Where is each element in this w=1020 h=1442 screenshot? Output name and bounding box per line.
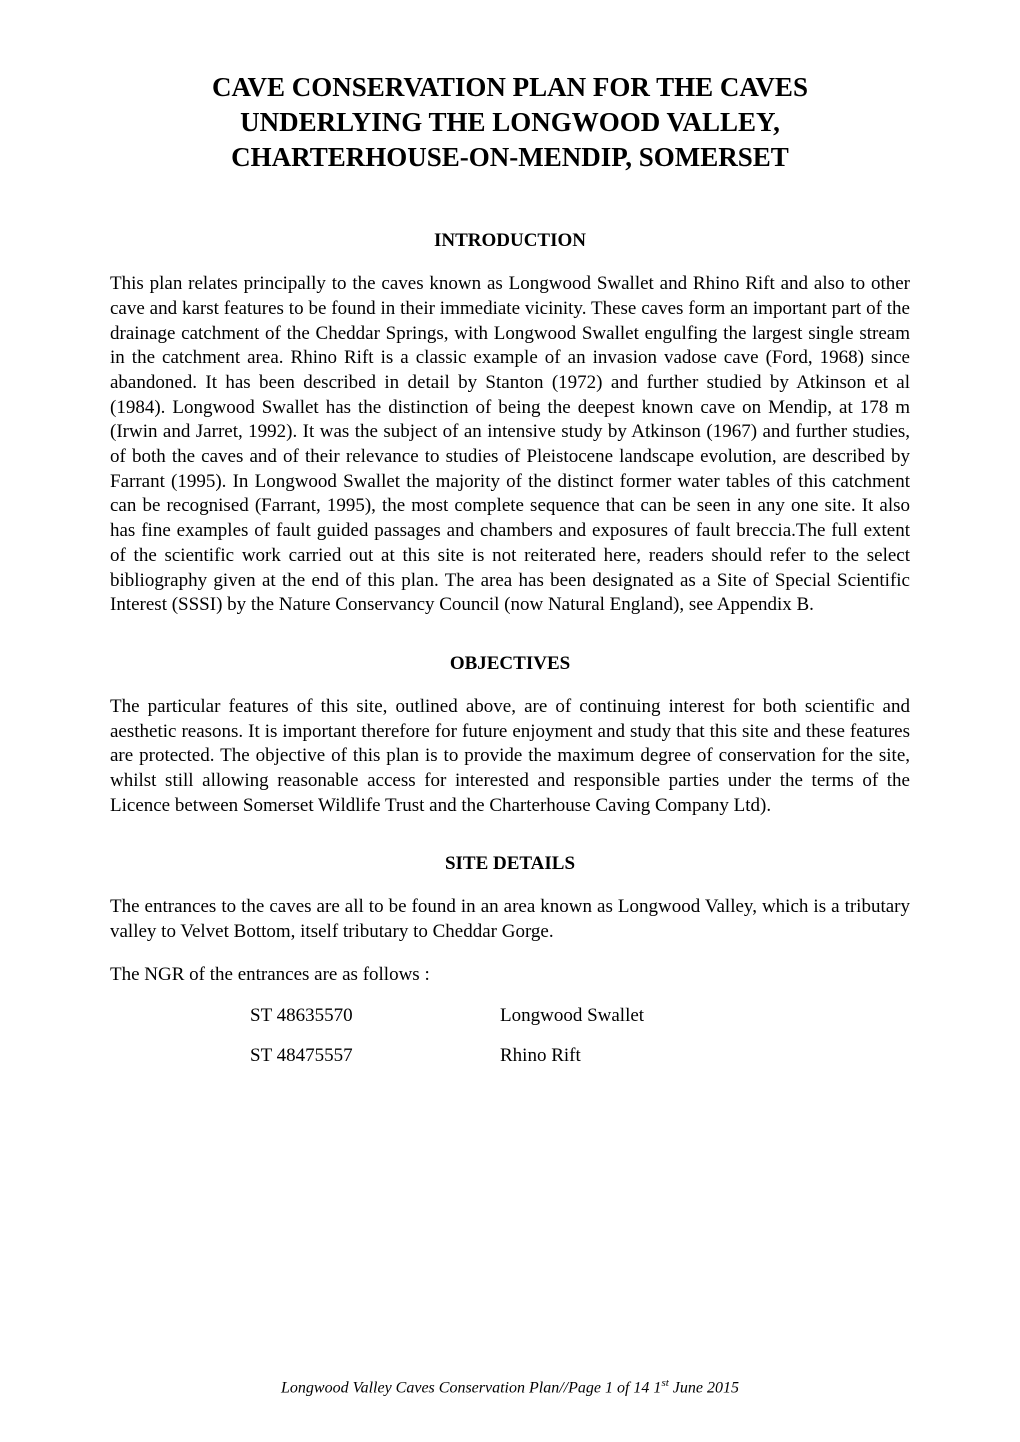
footer-suffix: June 2015 <box>669 1379 739 1396</box>
site-details-body: The entrances to the caves are all to be… <box>110 895 910 944</box>
page-footer: Longwood Valley Caves Conservation Plan/… <box>0 1377 1020 1397</box>
introduction-heading: INTRODUCTION <box>110 230 910 252</box>
ngr-intro: The NGR of the entrances are as follows … <box>110 963 910 988</box>
footer-ordinal-suffix: st <box>661 1377 668 1389</box>
ngr-cave-name: Longwood Swallet <box>500 1005 910 1027</box>
ngr-reference: ST 48635570 <box>250 1005 500 1027</box>
ngr-reference: ST 48475557 <box>250 1045 500 1067</box>
site-details-heading: SITE DETAILS <box>110 853 910 875</box>
ngr-row: ST 48635570 Longwood Swallet <box>250 1005 910 1027</box>
footer-prefix: Longwood Valley Caves Conservation Plan/… <box>281 1379 661 1396</box>
ngr-cave-name: Rhino Rift <box>500 1045 910 1067</box>
title-line-3: CHARTERHOUSE-ON-MENDIP, SOMERSET <box>231 142 789 172</box>
objectives-body: The particular features of this site, ou… <box>110 695 910 818</box>
ngr-table: ST 48635570 Longwood Swallet ST 48475557… <box>250 1005 910 1067</box>
objectives-heading: OBJECTIVES <box>110 653 910 675</box>
ngr-row: ST 48475557 Rhino Rift <box>250 1045 910 1067</box>
title-line-2: UNDERLYING THE LONGWOOD VALLEY, <box>240 107 780 137</box>
title-line-1: CAVE CONSERVATION PLAN FOR THE CAVES <box>212 72 808 102</box>
introduction-body: This plan relates principally to the cav… <box>110 272 910 618</box>
document-title: CAVE CONSERVATION PLAN FOR THE CAVES UND… <box>110 70 910 175</box>
